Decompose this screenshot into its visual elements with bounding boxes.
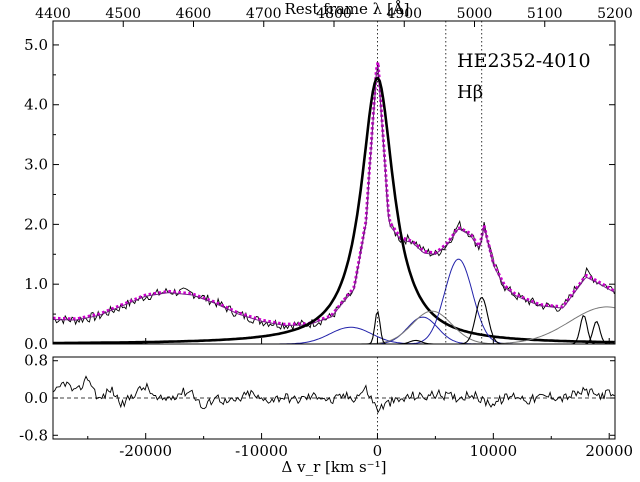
top-tick-label: 5100: [527, 6, 563, 22]
top-wavelength-ticks: 4400 4500 4600 4700 4800 4900 5000 5100 5200: [35, 6, 633, 27]
main-y-tick-label: 5.0: [24, 36, 48, 54]
main-curves: [52, 61, 616, 345]
top-tick-label: 4500: [105, 6, 141, 22]
x-tick-label: 10000: [469, 442, 517, 460]
main-y-tick-label: 4.0: [24, 96, 48, 114]
residual-line: [52, 375, 615, 414]
top-tick-label: 4900: [386, 6, 422, 22]
residual-x-ticks: -20000 -10000 0 10000 20000: [87, 338, 633, 460]
residual-curves: [52, 357, 615, 439]
x-tick-label: 20000: [585, 442, 633, 460]
main-y-tick-label: 0.0: [24, 335, 48, 353]
top-tick-label: 4600: [176, 6, 212, 22]
top-tick-label: 5200: [597, 6, 633, 22]
main-y-tick-label: 1.0: [24, 275, 48, 293]
top-tick-label: 4700: [246, 6, 282, 22]
x-axis-label: Δ v_r [km s⁻¹]: [282, 458, 387, 476]
residual-panel: 0.80.0-0.8 -20000 -10000 0 10000 20000 Δ v_r…: [19, 338, 633, 476]
residual-y-tick-label: 0.0: [24, 389, 48, 407]
x-tick-label: -20000: [119, 442, 172, 460]
residual-y-tick-label: 0.8: [24, 352, 48, 370]
object-label: HE2352-4010: [457, 50, 591, 72]
residual-y-ticks: 0.8 0.0 -0.8: [19, 352, 615, 444]
top-tick-label: 4800: [316, 6, 352, 22]
line-label: Hβ: [457, 82, 483, 103]
broad-h-component-line: [53, 76, 615, 345]
x-tick-label: 0: [373, 442, 383, 460]
total-fit-line: [53, 61, 616, 326]
velocity-markers: [377, 21, 483, 344]
main-y-tick-label: 2.0: [24, 215, 48, 233]
observed-spectrum-line: [52, 65, 615, 331]
top-axis-label: Rest frame λ [Å]: [284, 0, 409, 18]
narrow-line-2: [53, 296, 615, 345]
top-tick-label: 5000: [457, 6, 493, 22]
x-tick-label: -10000: [235, 442, 288, 460]
main-y-ticks: 0.0 1.0 2.0 3.0 4.0 5.0: [24, 36, 615, 353]
residual-y-tick-label: -0.8: [19, 426, 48, 444]
top-tick-label: 4400: [35, 6, 71, 22]
model-fit-line: [53, 66, 615, 326]
main-y-tick-label: 3.0: [24, 156, 48, 174]
main-panel: 0.01.02.03.04.05.0 4400 4500 4600 4700 4800 4…: [24, 0, 633, 353]
